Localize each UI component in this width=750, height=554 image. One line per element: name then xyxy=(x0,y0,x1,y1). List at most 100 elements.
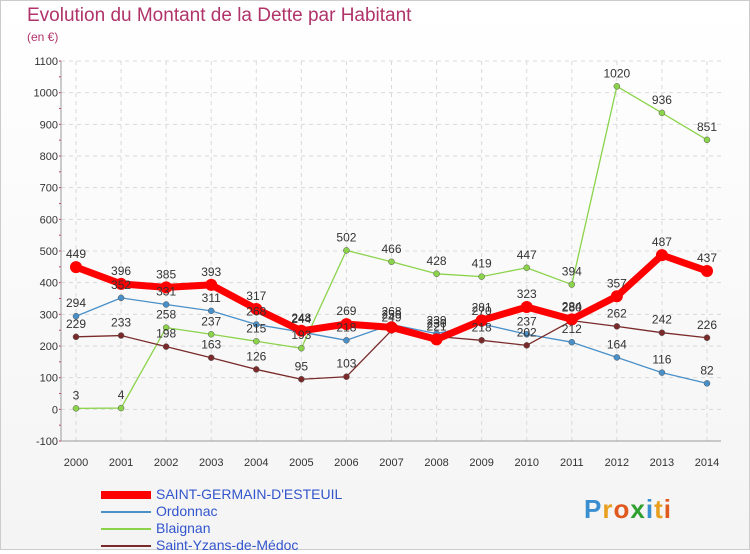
data-point xyxy=(207,331,215,338)
data-point xyxy=(72,405,80,412)
data-point xyxy=(523,331,530,338)
y-tick-label: 400 xyxy=(40,278,58,290)
data-label: 851 xyxy=(697,120,717,134)
legend-label: Blaignan xyxy=(156,520,211,536)
y-tick-label: 600 xyxy=(40,214,58,226)
data-label: 82 xyxy=(700,363,714,377)
data-label: 385 xyxy=(156,267,176,281)
data-point xyxy=(658,369,666,376)
data-point xyxy=(70,261,82,274)
data-point xyxy=(430,333,443,346)
data-point xyxy=(207,354,215,361)
x-tick-label: 2000 xyxy=(64,457,88,469)
data-point xyxy=(703,334,711,342)
data-label: 280 xyxy=(562,301,582,315)
data-label: 269 xyxy=(336,304,356,318)
data-point xyxy=(160,281,173,294)
data-point xyxy=(703,380,711,387)
data-point xyxy=(295,324,308,337)
data-label: 126 xyxy=(246,349,266,363)
data-label: 449 xyxy=(66,247,86,261)
data-label: 230 xyxy=(427,317,447,331)
data-label: 4 xyxy=(118,388,125,402)
data-point xyxy=(253,321,260,328)
data-point xyxy=(343,373,350,380)
y-tick-label: 800 xyxy=(40,151,58,163)
data-label: 447 xyxy=(517,248,537,262)
data-point xyxy=(613,323,621,330)
data-point xyxy=(385,321,398,334)
legend-label: SAINT-GERMAIN-D'ESTEUIL xyxy=(156,486,343,502)
data-point xyxy=(205,278,218,291)
x-tick-label: 2008 xyxy=(424,457,448,469)
data-point xyxy=(523,264,530,272)
data-label: 248 xyxy=(291,311,311,325)
data-label: 193 xyxy=(291,328,311,342)
data-label: 396 xyxy=(111,264,131,278)
data-point xyxy=(613,83,621,90)
data-label: 502 xyxy=(336,230,356,244)
data-point xyxy=(475,314,488,327)
data-point xyxy=(568,281,576,288)
data-point xyxy=(658,109,666,117)
data-label: 311 xyxy=(202,291,221,305)
data-point xyxy=(162,301,170,308)
data-label: 249 xyxy=(381,310,401,324)
data-point xyxy=(701,264,713,277)
data-label: 239 xyxy=(427,314,447,328)
x-tick-label: 2014 xyxy=(695,457,719,469)
data-label: 3 xyxy=(73,388,80,402)
data-point xyxy=(117,294,125,302)
x-tick-label: 2005 xyxy=(289,457,313,469)
y-tick-label: 300 xyxy=(40,309,58,321)
legend-swatch xyxy=(101,545,151,547)
data-label: 936 xyxy=(652,93,672,107)
x-tick-label: 2010 xyxy=(514,457,538,469)
data-point xyxy=(523,342,530,349)
data-label: 393 xyxy=(201,265,221,279)
y-tick-label: 100 xyxy=(40,373,58,385)
x-tick-label: 2004 xyxy=(244,457,268,469)
data-point xyxy=(343,337,350,344)
x-tick-label: 2011 xyxy=(560,457,584,469)
y-tick-label: 1100 xyxy=(34,56,58,68)
data-point xyxy=(610,290,623,303)
data-point xyxy=(298,376,305,383)
data-point xyxy=(343,247,350,254)
data-point xyxy=(253,338,260,345)
data-point xyxy=(340,318,353,331)
data-label: 242 xyxy=(652,313,672,327)
data-label: 221 xyxy=(427,319,447,333)
data-label: 323 xyxy=(517,287,537,301)
data-label: 164 xyxy=(607,337,627,351)
data-label: 262 xyxy=(607,306,627,320)
y-tick-label: 500 xyxy=(40,246,58,258)
data-label: 419 xyxy=(472,257,492,271)
data-label: 237 xyxy=(517,314,537,328)
x-tick-label: 2013 xyxy=(650,457,674,469)
data-label: 226 xyxy=(697,318,717,332)
data-point xyxy=(207,307,215,315)
data-label: 259 xyxy=(381,307,401,321)
legend-label: Saint-Yzans-de-Médoc xyxy=(156,537,299,553)
data-point xyxy=(433,270,440,278)
data-label: 1020 xyxy=(604,66,631,80)
x-tick-label: 2003 xyxy=(199,457,223,469)
data-label: 428 xyxy=(427,254,447,268)
y-tick-label: -100 xyxy=(36,436,58,448)
data-label: 163 xyxy=(201,338,221,352)
data-label: 394 xyxy=(562,265,582,279)
y-tick-label: 0 xyxy=(52,404,58,416)
data-point xyxy=(250,302,263,315)
unit-label: (en €) xyxy=(27,30,59,44)
data-point xyxy=(655,249,668,262)
x-tick-label: 2009 xyxy=(469,457,493,469)
data-label: 281 xyxy=(472,300,492,314)
data-label: 233 xyxy=(111,316,131,330)
data-label: 357 xyxy=(607,276,627,290)
data-point xyxy=(478,337,485,344)
data-label: 466 xyxy=(381,242,401,256)
data-label: 237 xyxy=(201,314,221,328)
data-label: 95 xyxy=(295,359,309,373)
y-tick-label: 1000 xyxy=(34,88,58,100)
